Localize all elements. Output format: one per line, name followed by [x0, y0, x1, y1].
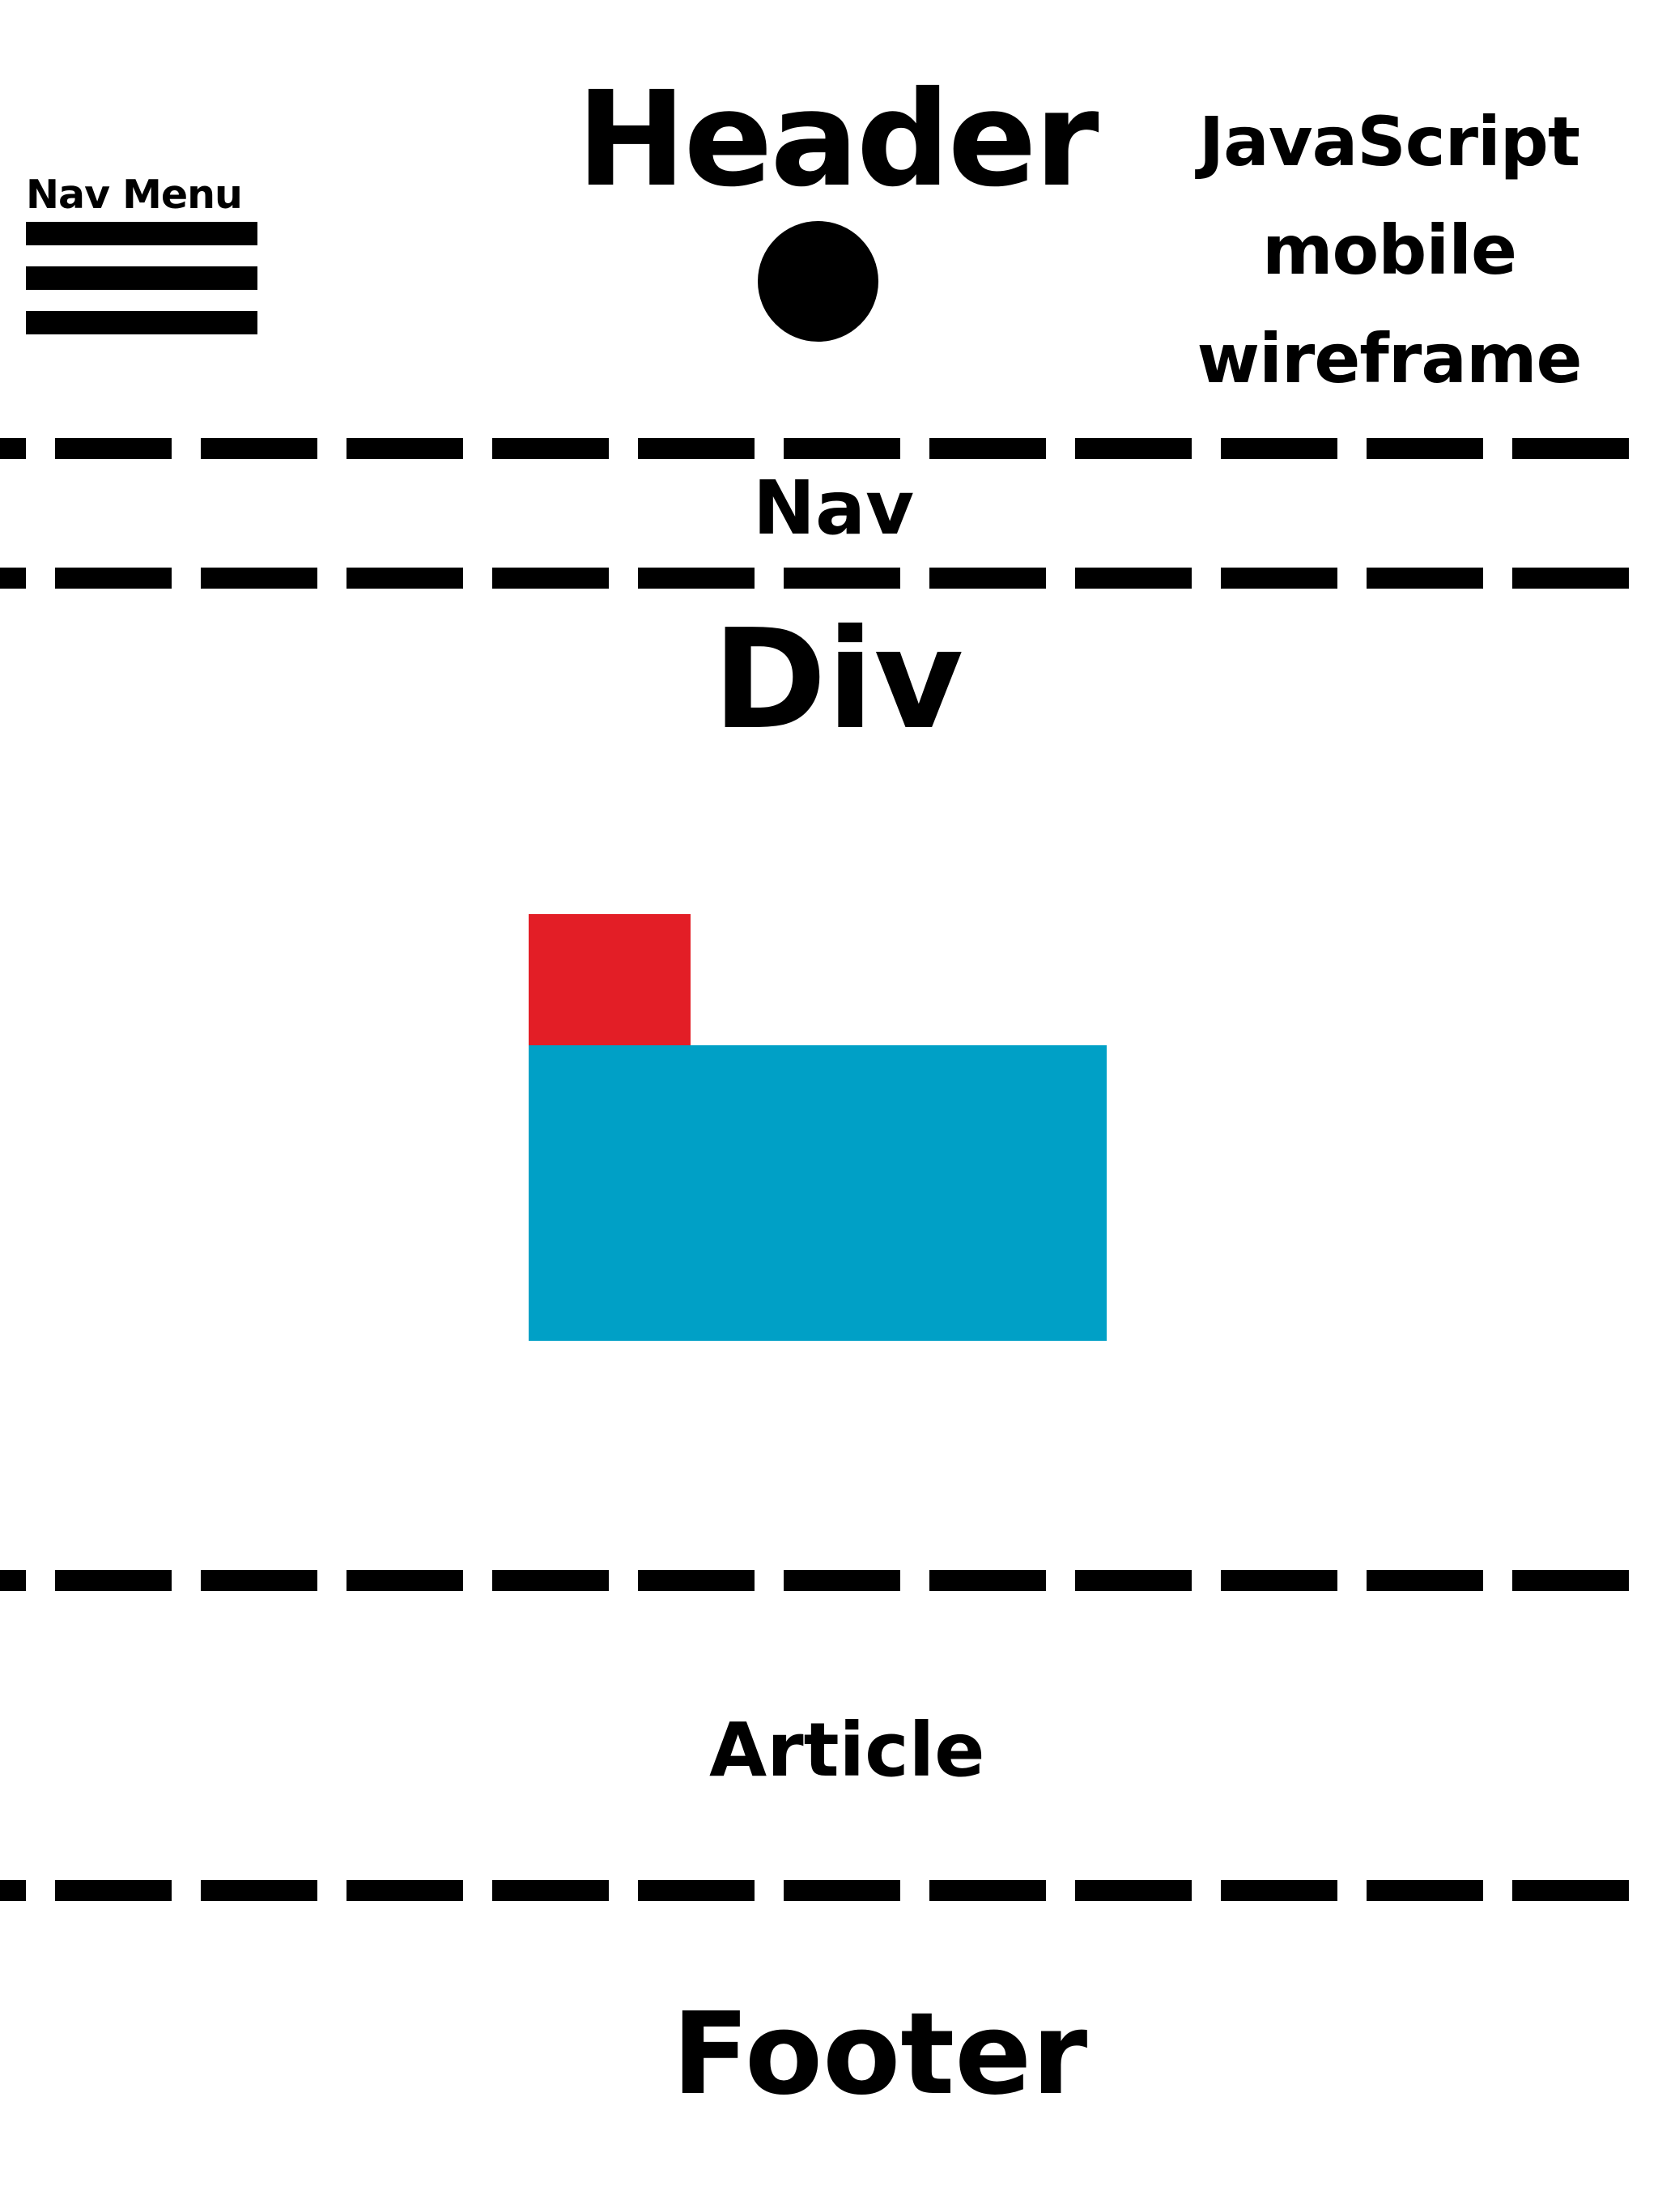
- article-section-label: Article: [709, 1707, 985, 1793]
- div-section-label: Div: [712, 600, 964, 760]
- subtitle-line: wireframe: [1197, 319, 1583, 398]
- circle-icon: [758, 221, 878, 342]
- dashed-divider: [0, 438, 1658, 459]
- header-title: Header: [576, 64, 1099, 216]
- subtitle-line: mobile: [1262, 211, 1517, 290]
- nav-menu-label: Nav Menu: [26, 172, 243, 218]
- hamburger-bar: [26, 266, 257, 290]
- subtitle-line: JavaScript: [1198, 102, 1580, 181]
- wireframe-subtitle: JavaScript mobile wireframe: [1166, 87, 1613, 413]
- dashed-divider: [0, 568, 1658, 589]
- dashed-divider: [0, 1570, 1658, 1591]
- dashed-divider: [0, 1880, 1658, 1901]
- hamburger-bar: [26, 311, 257, 334]
- red-block: [529, 914, 691, 1045]
- blue-block: [529, 1045, 1107, 1341]
- hamburger-bar: [26, 222, 257, 245]
- footer-section-label: Footer: [672, 1989, 1088, 2121]
- nav-section-label: Nav: [753, 465, 915, 551]
